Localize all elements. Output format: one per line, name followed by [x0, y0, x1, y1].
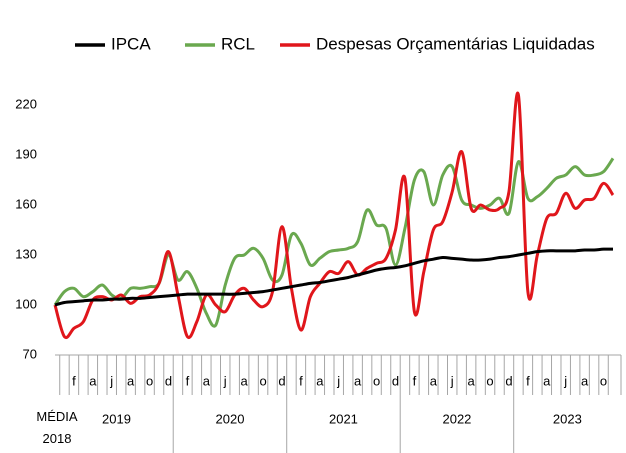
x-tick-label: j	[109, 373, 113, 388]
series-line	[53, 91, 615, 340]
x-tick-label: a	[203, 373, 211, 388]
x-tick-label: o	[373, 373, 380, 388]
y-tick-label: 70	[23, 346, 37, 361]
x-tick-label: o	[146, 373, 153, 388]
x-tick-label: d	[392, 373, 399, 388]
legend-label: IPCA	[111, 34, 151, 53]
y-tick-label: 160	[15, 196, 37, 211]
x-tick-label: o	[259, 373, 266, 388]
x-tick-label: f	[186, 373, 190, 388]
first-category: MÉDIA 2018	[36, 409, 78, 446]
year-label: 2020	[216, 411, 245, 426]
y-tick-label: 220	[15, 96, 37, 111]
y-tick-label: 100	[15, 296, 37, 311]
legend-label: Despesas Orçamentárias Liquidadas	[316, 34, 595, 53]
series-line	[53, 157, 615, 328]
x-tick-label: d	[505, 373, 512, 388]
x-tick-label: f	[299, 373, 303, 388]
x-tick-label: f	[526, 373, 530, 388]
x-tick-label: a	[543, 373, 551, 388]
x-tick-label: j	[223, 373, 227, 388]
year-label: 2023	[553, 411, 582, 426]
x-tick-label: a	[241, 373, 249, 388]
y-tick-label: 190	[15, 146, 37, 161]
x-tick-label: a	[89, 373, 97, 388]
x-tick-label: d	[278, 373, 285, 388]
x-tick-label: a	[316, 373, 324, 388]
x-tick-label: MÉDIA 2018	[36, 409, 78, 446]
x-tick-label: j	[336, 373, 340, 388]
x-tick-label: j	[450, 373, 454, 388]
year-label: 2019	[102, 411, 131, 426]
x-tick-label: a	[354, 373, 362, 388]
year-label: 2021	[329, 411, 358, 426]
x-tick-label: a	[468, 373, 476, 388]
year-label: 2022	[442, 411, 471, 426]
legend-label: RCL	[221, 34, 255, 53]
x-tick-label: j	[563, 373, 567, 388]
x-tick-label: f	[72, 373, 76, 388]
x-tick-label: a	[430, 373, 438, 388]
x-tick-label: d	[165, 373, 172, 388]
x-tick-label: a	[127, 373, 135, 388]
x-tick-label: a	[581, 373, 589, 388]
x-tick-label: f	[413, 373, 417, 388]
x-tick-label: o	[600, 373, 607, 388]
x-tick-label: o	[486, 373, 493, 388]
y-tick-label: 130	[15, 246, 37, 261]
series-line	[54, 247, 614, 307]
